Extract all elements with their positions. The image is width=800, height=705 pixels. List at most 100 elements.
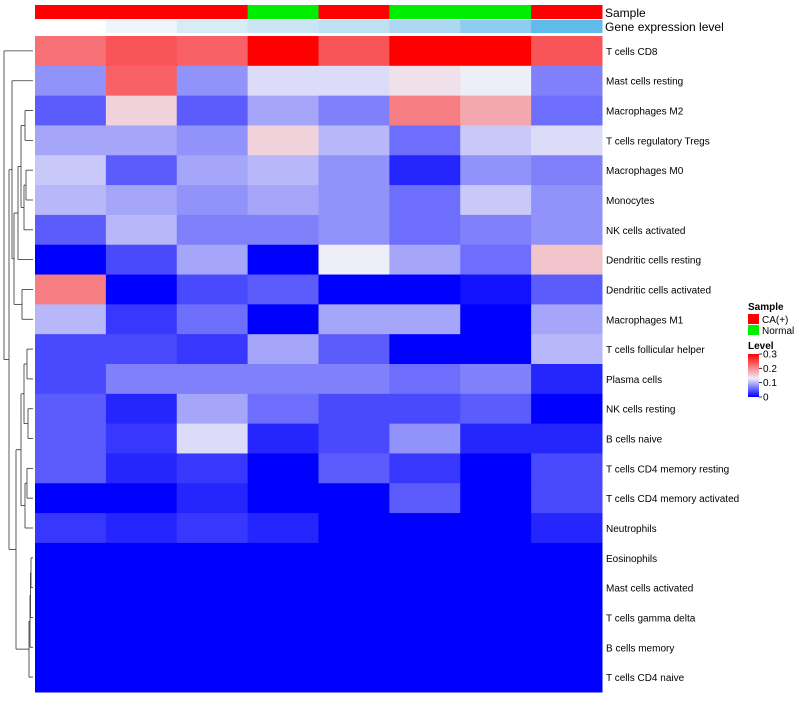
annotation-label-sample: Sample (605, 6, 646, 20)
heatmap-cell (247, 423, 319, 454)
heatmap-cell (247, 542, 319, 574)
heatmap-cell (35, 244, 107, 276)
heatmap-cell (35, 125, 107, 156)
heatmap-cell (531, 155, 603, 186)
heatmap-cell (460, 483, 532, 514)
heatmap-cell (35, 453, 107, 484)
expression-annotation-cell (176, 20, 249, 33)
column-annotations (35, 5, 603, 33)
heatmap-cell (318, 334, 390, 365)
heatmap-cell (389, 572, 461, 604)
heatmap-cell (460, 542, 532, 574)
row-label: Plasma cells (606, 375, 662, 386)
heatmap-cell (176, 244, 249, 276)
heatmap-cell (389, 364, 461, 395)
heatmap-cell (389, 214, 461, 246)
heatmap-cell (460, 423, 532, 454)
heatmap-cell (105, 364, 178, 395)
row-label: Macrophages M1 (606, 315, 684, 326)
row-label: Macrophages M0 (606, 166, 684, 177)
heatmap-cell (35, 95, 107, 126)
heatmap-cell (460, 214, 532, 246)
heatmap-cell (318, 185, 390, 216)
row-label: T cells follicular helper (606, 345, 705, 356)
heatmap-cell (105, 274, 178, 305)
heatmap-cell (389, 244, 461, 276)
heatmap-cell (105, 36, 178, 67)
sample-annotation-cell (247, 5, 319, 19)
heatmap-cell (35, 483, 107, 514)
expression-annotation-cell (318, 20, 390, 33)
heatmap-cell (318, 453, 390, 484)
heatmap-cell (531, 572, 603, 604)
heatmap-cell (460, 125, 532, 156)
row-label: T cells CD4 memory resting (606, 464, 729, 475)
heatmap-cell (531, 513, 603, 544)
heatmap-cell (389, 483, 461, 514)
expression-annotation-cell (460, 20, 532, 33)
heatmap-cell (176, 393, 249, 425)
heatmap-cell (35, 334, 107, 365)
heatmap-cell (531, 304, 603, 335)
heatmap-cell (460, 453, 532, 484)
heatmap-cell (460, 304, 532, 335)
heatmap-cell (35, 513, 107, 544)
heatmap-cell (35, 423, 107, 454)
heatmap-cell (176, 185, 249, 216)
expression-annotation-cell (389, 20, 461, 33)
heatmap-cell (531, 393, 603, 425)
heatmap-cell (318, 483, 390, 514)
level-tick-label: 0 (763, 393, 769, 404)
row-label: T cells gamma delta (606, 613, 696, 624)
heatmap-cell (105, 95, 178, 126)
heatmap-cell (105, 602, 178, 633)
heatmap-cell (531, 632, 603, 663)
expression-annotation-cell (35, 20, 107, 33)
heatmap-cell (105, 453, 178, 484)
heatmap-cell (389, 155, 461, 186)
row-label: Mast cells activated (606, 584, 693, 595)
heatmap-cell (176, 95, 249, 126)
heatmap-cell (247, 513, 319, 544)
heatmap-cell (389, 453, 461, 484)
heatmap-cell (247, 155, 319, 186)
heatmap-cell (460, 572, 532, 604)
heatmap-cell (389, 632, 461, 663)
heatmap-cell (247, 214, 319, 246)
legend-level-colorbar (748, 354, 759, 397)
sample-annotation-cell (318, 5, 390, 19)
expression-annotation-cell (247, 20, 319, 33)
heatmap-cell (105, 214, 178, 246)
row-label: Dendritic cells resting (606, 256, 701, 267)
sample-annotation-cell (389, 5, 461, 19)
heatmap-cell (105, 483, 178, 514)
heatmap-cell (176, 65, 249, 97)
heatmap-cell (176, 155, 249, 186)
heatmap-cell (531, 214, 603, 246)
row-label: Dendritic cells activated (606, 285, 711, 296)
heatmap-cell (105, 423, 178, 454)
heatmap-cell (389, 95, 461, 126)
level-tick-label: 0.3 (763, 350, 777, 361)
heatmap-cell (35, 364, 107, 395)
heatmap-cell (460, 95, 532, 126)
heatmap-cell (176, 214, 249, 246)
heatmap-cell (460, 65, 532, 97)
heatmap-cell (35, 65, 107, 97)
heatmap-cells (35, 36, 603, 693)
legend: Sample CA(+) Normal Level 0.3 0.2 0.1 0 (748, 302, 794, 404)
heatmap-cell (318, 542, 390, 574)
heatmap-cell (460, 36, 532, 67)
heatmap-cell (35, 662, 107, 693)
heatmap-cell (176, 483, 249, 514)
heatmap-cell (318, 244, 390, 276)
row-label: Mast cells resting (606, 77, 683, 88)
expression-annotation-cell (105, 20, 178, 33)
sample-annotation-cell (105, 5, 178, 19)
heatmap-cell (389, 334, 461, 365)
heatmap-cell (105, 155, 178, 186)
heatmap-cell (105, 632, 178, 663)
heatmap-cell (247, 334, 319, 365)
heatmap-cell (105, 65, 178, 97)
